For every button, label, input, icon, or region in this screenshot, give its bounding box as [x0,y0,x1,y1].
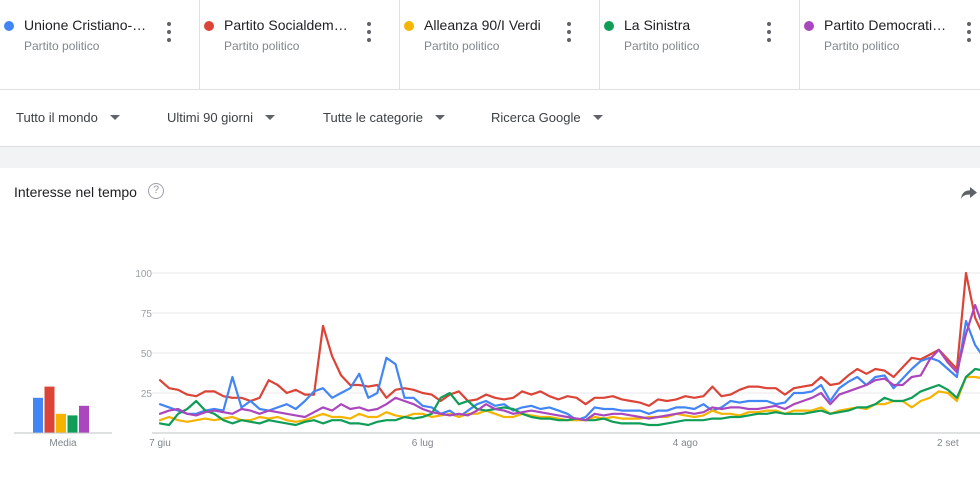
interest-over-time-chart: 25 50 75 100 7 giu 6 lug 4 ago 2 set Media [14,269,980,449]
region-filter-label: Tutto il mondo [16,110,98,125]
term-card-spd[interactable]: Partito Socialdemo… Partito politico [200,0,400,90]
more-vert-icon[interactable] [162,22,176,42]
y-tick-label: 50 [141,349,153,360]
x-tick-label: 4 ago [673,438,698,449]
term-color-dot [604,21,614,31]
average-bar [44,386,55,433]
dropdown-arrow-icon [109,115,120,120]
average-bar [67,415,78,433]
time-filter-dropdown[interactable]: Ultimi 90 giorni [167,110,275,125]
term-card-cdu[interactable]: Unione Cristiano-D… Partito politico [0,0,200,90]
term-name[interactable]: La Sinistra [624,17,691,33]
term-type: Partito politico [224,39,300,53]
share-icon[interactable] [960,184,978,200]
term-color-dot [4,21,14,31]
x-tick-label: 7 giu [149,438,171,449]
search-type-filter-label: Ricerca Google [491,110,581,125]
term-type: Partito politico [424,39,500,53]
more-vert-icon[interactable] [362,22,376,42]
average-label: Media [49,438,77,449]
term-color-dot [804,21,814,31]
term-color-dot [204,21,214,31]
more-vert-icon[interactable] [562,22,576,42]
more-vert-icon[interactable] [962,22,976,42]
series-line-3 [158,367,980,427]
filter-bar: Tutto il mondo Ultimi 90 giorni Tutte le… [0,90,980,147]
region-filter-dropdown[interactable]: Tutto il mondo [16,110,120,125]
time-filter-label: Ultimi 90 giorni [167,110,253,125]
term-type: Partito politico [24,39,100,53]
term-type: Partito politico [824,39,900,53]
term-type: Partito politico [624,39,700,53]
term-name[interactable]: Alleanza 90/I Verdi [424,17,541,33]
y-tick-label: 100 [135,269,152,280]
term-color-dot [404,21,414,31]
y-tick-label: 75 [141,309,153,320]
x-tick-label: 6 lug [412,438,434,449]
card-title: Interesse nel tempo [14,184,137,200]
category-filter-dropdown[interactable]: Tutte le categorie [323,110,445,125]
average-bar [33,397,43,433]
search-terms-bar: Unione Cristiano-D… Partito politico Par… [0,0,980,90]
term-card-linke[interactable]: La Sinistra Partito politico [600,0,800,90]
term-name[interactable]: Partito Democratic… [824,17,952,33]
term-card-gruene[interactable]: Alleanza 90/I Verdi Partito politico [400,0,600,90]
series-line-4 [158,303,980,422]
x-tick-label: 2 set [937,438,959,449]
dropdown-arrow-icon [592,115,603,120]
term-name[interactable]: Partito Socialdemo… [224,17,352,33]
category-filter-label: Tutte le categorie [323,110,423,125]
average-bar [56,413,66,433]
y-tick-label: 25 [141,389,153,400]
series-line-1 [158,319,980,422]
help-icon[interactable]: ? [148,183,164,199]
dropdown-arrow-icon [434,115,445,120]
average-bar [79,405,89,433]
more-vert-icon[interactable] [762,22,776,42]
dropdown-arrow-icon [264,115,275,120]
term-card-fdp[interactable]: Partito Democratic… Partito politico [800,0,980,90]
series-line-0 [158,271,980,407]
search-type-filter-dropdown[interactable]: Ricerca Google [491,110,603,125]
term-name[interactable]: Unione Cristiano-D… [24,17,152,33]
section-divider [0,147,980,168]
